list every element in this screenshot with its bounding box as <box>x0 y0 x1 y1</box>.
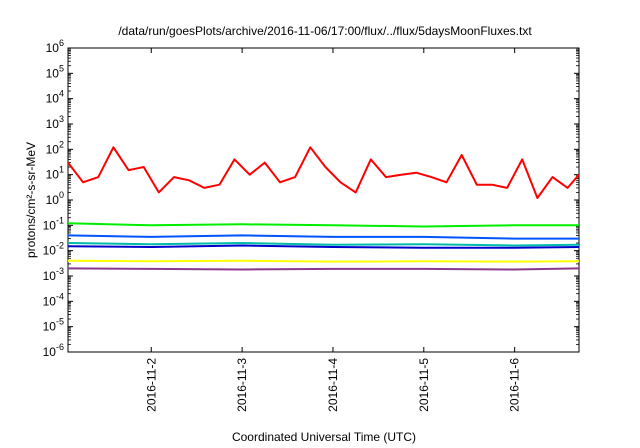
y-tick-label: 10-1 <box>43 215 64 232</box>
y-tick-label: 104 <box>46 89 64 106</box>
series-line-6 <box>67 267 580 271</box>
x-tick-label: 2016-11-5 <box>417 358 431 412</box>
plot-frame <box>67 47 580 353</box>
y-axis-ticks: 106 105 104 103 102 101 100 10-1 10-2 10-3 10-4 10-… <box>43 38 579 359</box>
y-tick-label: 103 <box>46 114 64 131</box>
y-axis-label: protons/cm²-s-sr-MeV <box>24 142 38 258</box>
x-tick-label: 2016-11-4 <box>326 358 340 412</box>
y-tick-label: 102 <box>46 139 64 156</box>
y-tick-label: 10-6 <box>43 342 64 359</box>
y-tick-label: 10-2 <box>43 241 64 258</box>
x-axis-label: Coordinated Universal Time (UTC) <box>232 430 416 444</box>
series-line-4 <box>67 244 580 249</box>
x-tick-label: 2016-11-2 <box>144 358 158 412</box>
y-tick-label: 106 <box>46 38 64 55</box>
x-tick-label: 2016-11-3 <box>235 358 249 412</box>
series-line-0 <box>67 146 580 199</box>
y-tick-label: 10-3 <box>43 266 64 283</box>
series-line-1 <box>67 222 579 228</box>
x-tick-label: 2016-11-6 <box>508 358 522 412</box>
series-line-2 <box>67 234 579 240</box>
series-line-3 <box>67 242 580 247</box>
y-tick-label: 10-5 <box>43 317 64 334</box>
x-axis-ticks: 2016-11-2 2016-11-3 2016-11-4 2016-11-5 2016… <box>144 48 522 412</box>
y-tick-label: 100 <box>46 190 64 207</box>
y-tick-label: 105 <box>46 63 64 80</box>
chart-title: /data/run/goesPlots/archive/2016-11-06/1… <box>118 24 532 38</box>
y-tick-label: 101 <box>46 165 64 182</box>
series-line-5 <box>67 259 580 263</box>
series-layer <box>67 146 580 271</box>
y-tick-label: 10-4 <box>43 291 64 308</box>
